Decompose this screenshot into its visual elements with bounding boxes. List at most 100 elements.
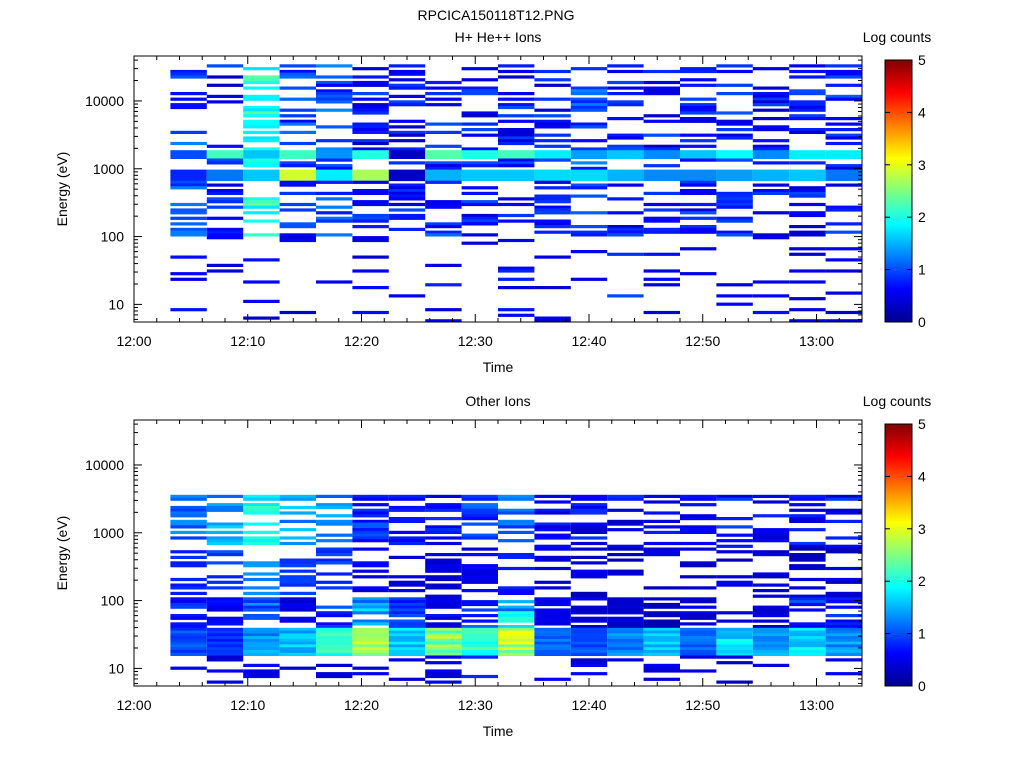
heatmap-cell xyxy=(607,528,644,532)
y-tick-label: 10 xyxy=(108,660,124,676)
heatmap-cell xyxy=(206,652,244,656)
heatmap-cell xyxy=(316,180,353,184)
heatmap-cell xyxy=(498,202,535,207)
heatmap-cell xyxy=(243,674,280,679)
heatmap-cell xyxy=(534,69,571,74)
heatmap-cell xyxy=(607,650,644,654)
heatmap-cell xyxy=(752,633,790,637)
heatmap-cell xyxy=(825,605,862,609)
panel-title: Other Ions xyxy=(465,393,530,409)
heatmap-cell xyxy=(279,494,316,498)
heatmap-cell xyxy=(316,636,353,640)
heatmap-cell xyxy=(498,566,535,571)
heatmap-cell xyxy=(388,72,426,76)
heatmap-cell xyxy=(316,561,353,565)
heatmap-cell xyxy=(388,191,426,195)
heatmap-cell xyxy=(425,672,462,676)
heatmap-cell xyxy=(243,161,280,165)
heatmap-cell xyxy=(170,514,207,518)
heatmap-cell xyxy=(825,117,862,121)
heatmap-cell xyxy=(789,155,826,159)
heatmap-cell xyxy=(352,611,389,615)
heatmap-cell xyxy=(425,616,462,620)
heatmap-cell xyxy=(352,202,389,207)
heatmap-cell xyxy=(388,641,426,645)
heatmap-cell xyxy=(352,191,389,195)
heatmap-cell xyxy=(789,177,826,182)
heatmap-cell xyxy=(388,583,426,587)
heatmap-cell xyxy=(206,561,244,565)
heatmap-cell xyxy=(316,553,353,557)
heatmap-cell xyxy=(680,514,717,518)
heatmap-cell xyxy=(570,103,608,107)
heatmap-cell xyxy=(279,161,316,165)
heatmap-cell xyxy=(498,586,535,590)
heatmap-cell xyxy=(461,508,498,512)
heatmap-cell xyxy=(825,622,862,626)
heatmap-cell xyxy=(789,508,826,512)
heatmap-cell xyxy=(352,75,389,79)
heatmap-cell xyxy=(243,86,280,90)
heatmap-cell xyxy=(570,211,608,215)
heatmap-cell xyxy=(425,263,462,267)
heatmap-cell xyxy=(425,669,462,673)
heatmap-cell xyxy=(352,647,389,651)
heatmap-cell xyxy=(425,530,462,534)
heatmap-cell xyxy=(643,494,680,498)
heatmap-cell xyxy=(643,169,680,173)
heatmap-cell xyxy=(461,67,498,71)
heatmap-cell xyxy=(534,586,571,590)
heatmap-cell xyxy=(607,92,644,96)
heatmap-cell xyxy=(425,225,462,229)
heatmap-cell xyxy=(170,153,207,157)
heatmap-cell xyxy=(243,627,280,631)
heatmap-cell xyxy=(752,294,790,298)
heatmap-cell xyxy=(680,614,717,618)
heatmap-cell xyxy=(498,119,535,123)
heatmap-cell xyxy=(825,128,862,132)
heatmap-cell xyxy=(316,100,353,104)
heatmap-cell xyxy=(643,172,680,176)
heatmap-cell xyxy=(388,189,426,193)
heatmap-cell xyxy=(607,497,644,501)
heatmap-cell xyxy=(170,650,207,654)
heatmap-cell xyxy=(570,575,608,579)
heatmap-cell xyxy=(716,233,753,237)
heatmap-cell xyxy=(534,641,571,645)
heatmap-cell xyxy=(716,122,753,126)
heatmap-cell xyxy=(716,525,753,529)
heatmap-cell xyxy=(498,161,535,165)
heatmap-cell xyxy=(498,519,535,523)
heatmap-cell xyxy=(789,494,826,498)
heatmap-cell xyxy=(243,600,280,604)
heatmap-cell xyxy=(388,614,426,618)
heatmap-cell xyxy=(170,130,207,134)
heatmap-cell xyxy=(352,153,389,157)
heatmap-cell xyxy=(680,105,717,110)
heatmap-cell xyxy=(607,136,644,140)
heatmap-cell xyxy=(461,213,498,218)
heatmap-cell xyxy=(752,494,790,498)
heatmap-cell xyxy=(534,158,571,162)
heatmap-cell xyxy=(570,175,608,179)
heatmap-cell xyxy=(243,175,280,179)
heatmap-cell xyxy=(316,153,353,157)
heatmap-cell xyxy=(425,153,462,157)
heatmap-cell xyxy=(680,211,717,215)
heatmap-cell xyxy=(716,205,753,209)
heatmap-cell xyxy=(425,577,462,582)
heatmap-cell xyxy=(279,150,316,154)
heatmap-cell xyxy=(352,225,389,229)
heatmap-cell xyxy=(789,128,826,132)
heatmap-cell xyxy=(170,172,207,176)
heatmap-cell xyxy=(279,636,316,640)
heatmap-cell xyxy=(243,177,280,182)
heatmap-cell xyxy=(607,144,644,148)
heatmap-cell xyxy=(498,605,535,609)
heatmap-cell xyxy=(789,497,826,501)
heatmap-cell xyxy=(789,652,826,656)
heatmap-cell xyxy=(461,92,498,96)
heatmap-cell xyxy=(498,641,535,645)
heatmap-cell xyxy=(825,672,862,676)
heatmap-cell xyxy=(170,208,207,212)
